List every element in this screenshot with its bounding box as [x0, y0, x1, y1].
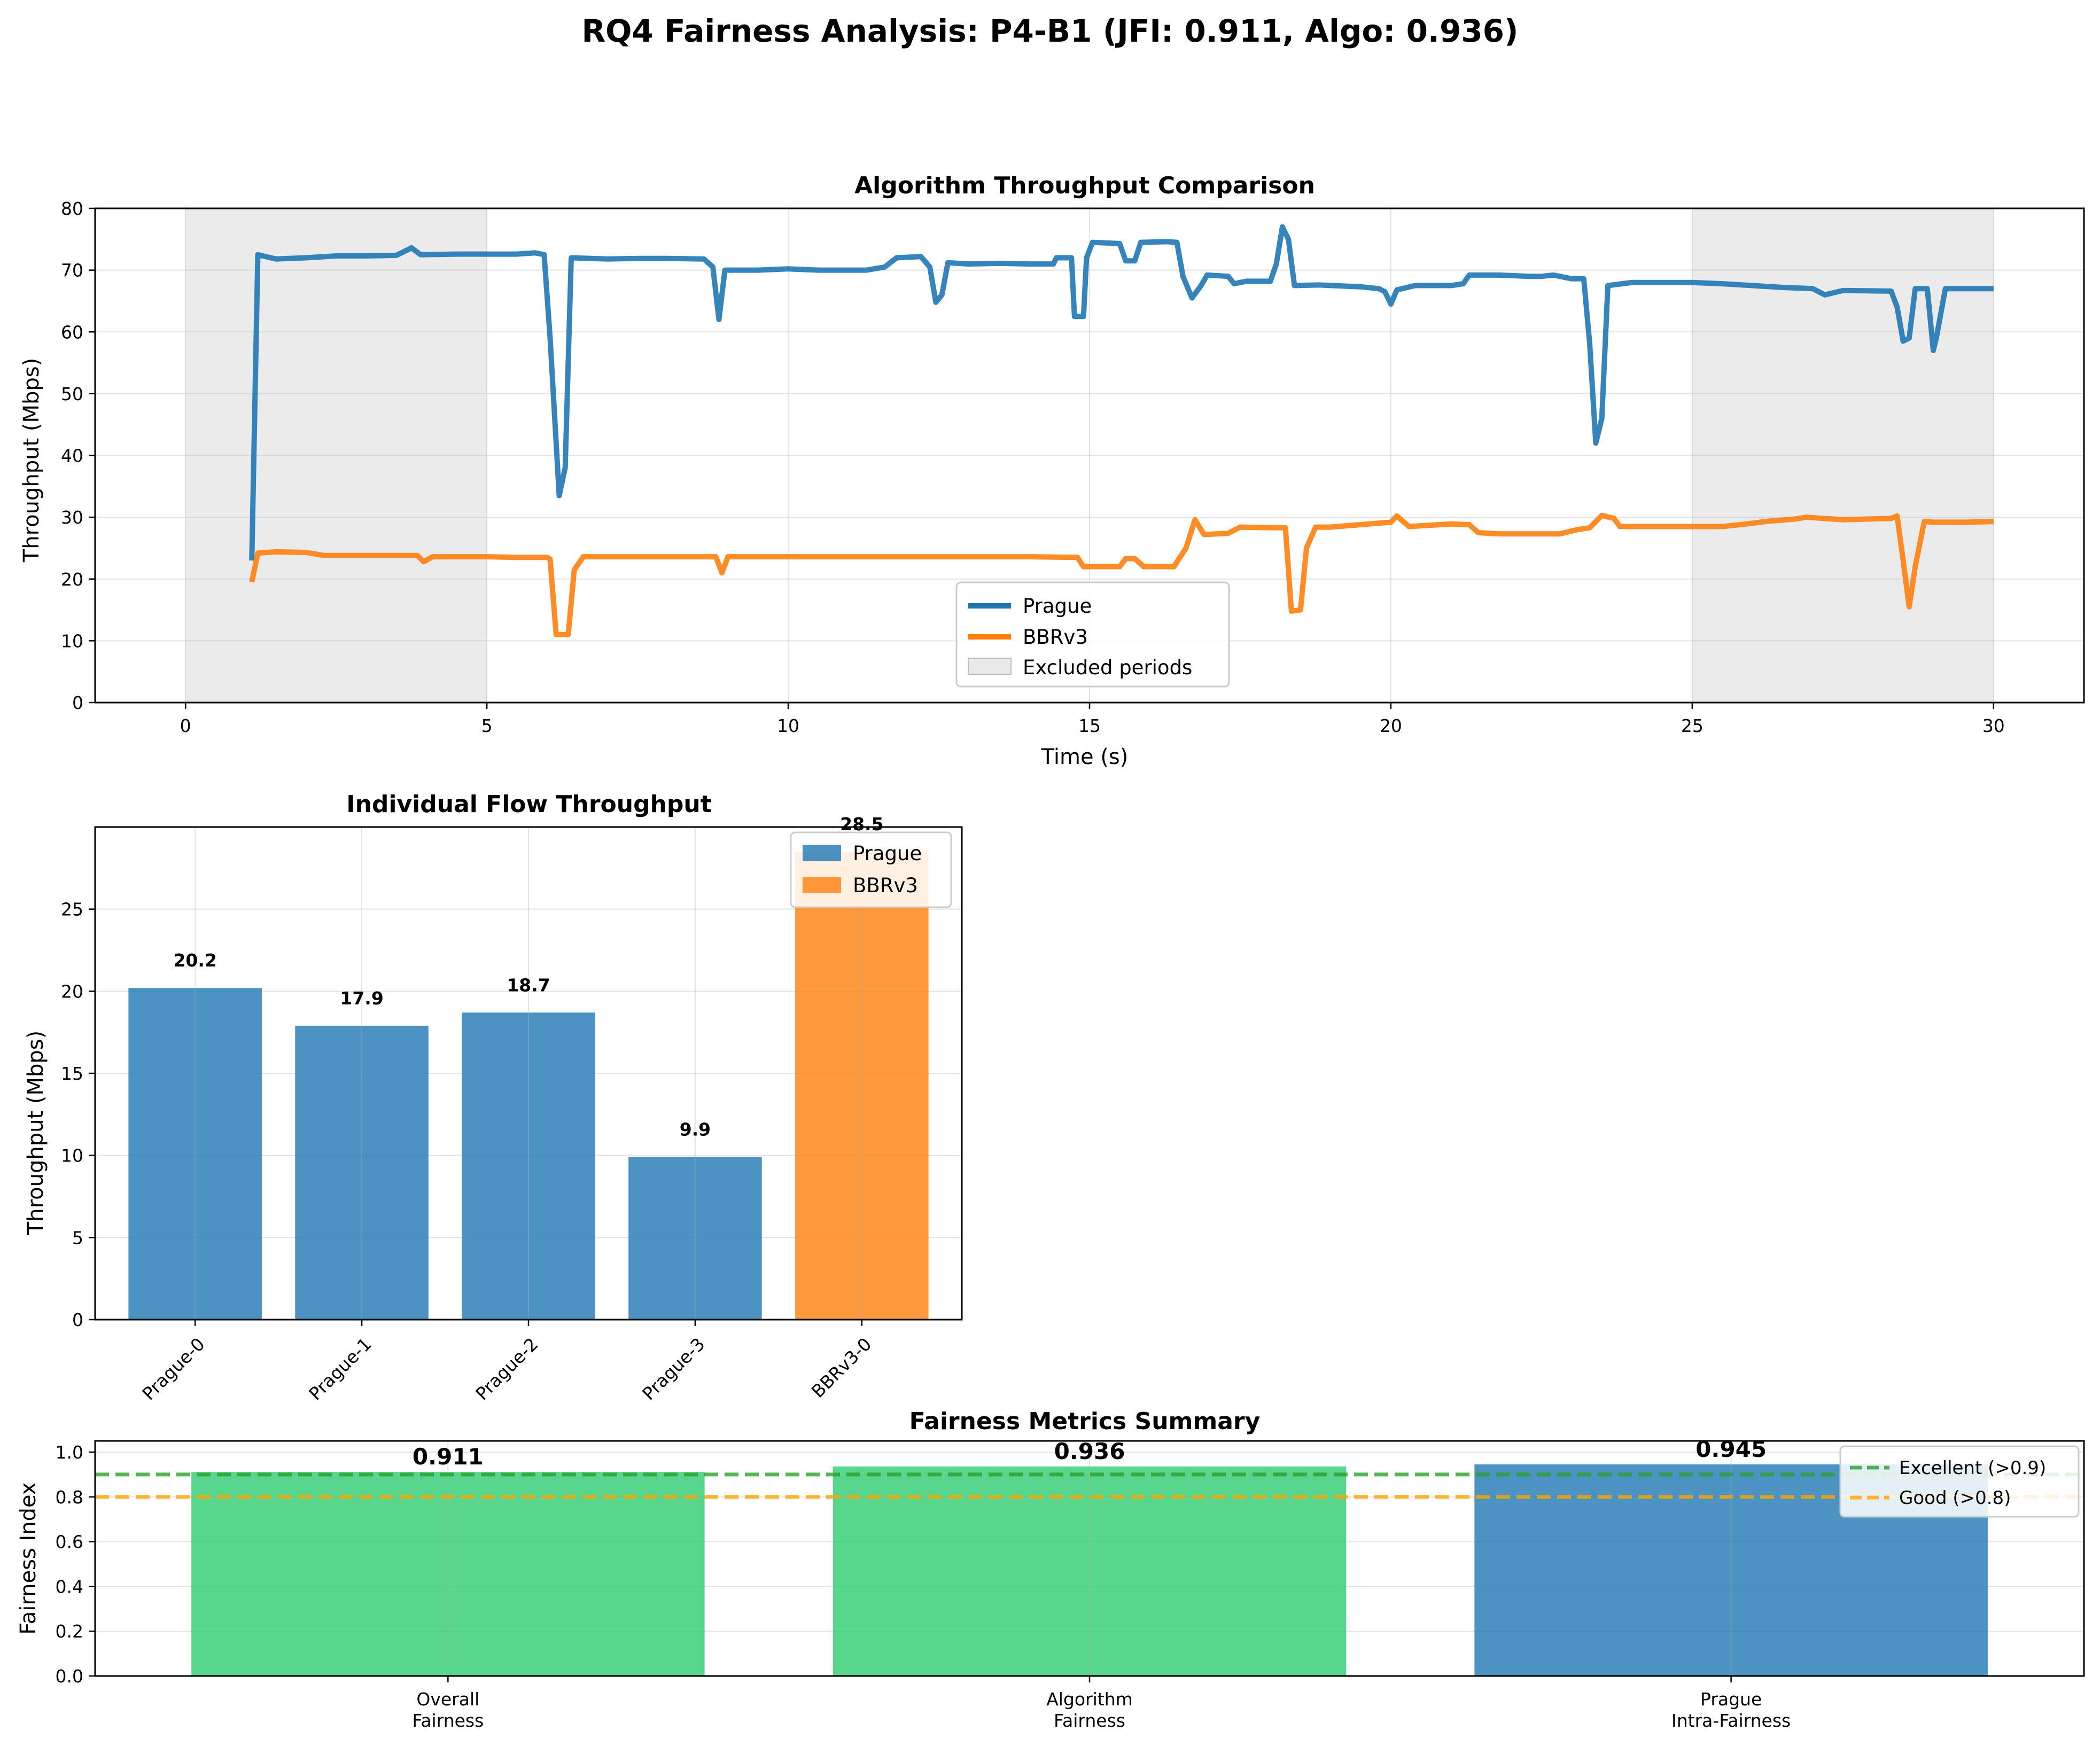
legend-prague-label: Prague [853, 842, 922, 865]
y-tick-label: 60 [61, 322, 83, 342]
fairness-bar-chart: 0.00.20.40.60.81.0 0.911OverallFairness0.… [16, 1408, 2085, 1731]
fairness-chart-plot: 0.00.20.40.60.81.0 0.911OverallFairness0.… [56, 1436, 2085, 1731]
flow-chart-legend: Prague BBRv3 [790, 831, 952, 908]
y-tick-label: 50 [61, 384, 83, 404]
line-chart-ylabel: Throughput (Mbps) [19, 358, 44, 563]
y-tick-label: 0 [72, 692, 83, 713]
bar-value-label: 20.2 [173, 950, 216, 971]
bar-prague-0 [128, 988, 262, 1320]
series-line-prague [249, 224, 1994, 561]
fairness-bar-0 [191, 1472, 705, 1676]
flow-chart-title: Individual Flow Throughput [346, 791, 712, 818]
fairness-chart-title: Fairness Metrics Summary [909, 1408, 1261, 1435]
legend-excluded-label: Excluded periods [1023, 656, 1192, 679]
y-tick-label: 0.8 [56, 1487, 83, 1508]
bar-bbrv3-0 [795, 852, 929, 1320]
bar-prague-1 [295, 1025, 429, 1320]
y-tick-label: 25 [61, 899, 83, 920]
x-tick-label: Prague-3 [638, 1334, 709, 1404]
x-tick-label: 15 [1078, 715, 1101, 736]
line-chart-xlabel: Time (s) [1041, 745, 1129, 769]
x-tick-label: 0 [180, 715, 191, 736]
y-tick-label: 80 [61, 198, 83, 219]
excluded-period-0 [185, 208, 487, 703]
y-tick-label: 0.6 [56, 1532, 83, 1553]
x-tick-label: Prague [1700, 1689, 1762, 1710]
fairness-bar-1 [833, 1466, 1347, 1676]
x-tick-label: 10 [777, 715, 799, 736]
series-line-bbrv3 [249, 512, 1994, 637]
flow-bar-chart: 0 5 10 15 20 25 20.2 Prague-0 17.9 Prague-1 18.7 Pr… [24, 791, 963, 1404]
y-tick-label: 1.0 [56, 1442, 83, 1463]
bar-value-label: 17.9 [340, 988, 383, 1009]
y-tick-label: 10 [61, 1145, 83, 1166]
x-tick-label: BBRv3-0 [807, 1334, 876, 1402]
y-tick-label: 0.4 [56, 1576, 83, 1597]
y-tick-label: 20 [61, 981, 83, 1002]
x-tick-label: Intra-Fairness [1671, 1710, 1791, 1731]
x-tick-label: Algorithm [1046, 1689, 1133, 1710]
plot-frame [94, 1440, 2085, 1677]
y-tick-label: 15 [61, 1063, 83, 1084]
y-tick-label: 30 [61, 507, 83, 528]
x-tick-label: Fairness [412, 1710, 484, 1731]
y-tick-label: 0 [72, 1309, 83, 1330]
y-tick-label: 0.2 [56, 1621, 83, 1642]
bar-value-label: 0.945 [1695, 1436, 1767, 1462]
plot-frame [94, 826, 963, 1321]
legend-prague-label: Prague [1023, 595, 1092, 618]
bar-value-label: 9.9 [680, 1119, 711, 1140]
flow-chart-ylabel: Throughput (Mbps) [24, 1031, 48, 1235]
y-tick-label: 70 [61, 260, 83, 281]
x-tick-label: Prague-1 [305, 1334, 375, 1404]
fairness-chart-ylabel: Fairness Index [16, 1482, 41, 1634]
x-tick-label: Prague-2 [471, 1334, 542, 1404]
legend-excellent-label: Excellent (>0.9) [1899, 1457, 2046, 1479]
x-tick-label: Overall [416, 1689, 479, 1710]
legend-frame [1839, 1445, 2080, 1518]
y-tick-label: 10 [61, 630, 83, 651]
legend-frame [955, 581, 1230, 688]
legend-bbr-label: BBRv3 [1023, 626, 1088, 649]
line-chart-plot: 0 5 10 15 20 25 30 0 10 20 30 40 50 60 70 80 [61, 198, 2085, 736]
throughput-line-chart: 0 5 10 15 20 25 30 0 10 20 30 40 50 60 70 80 Algorithm … [19, 172, 2085, 769]
bar-prague-2 [462, 1012, 595, 1320]
bar-value-label: 0.936 [1054, 1438, 1125, 1464]
legend-prague-swatch [803, 845, 841, 861]
figure-title: RQ4 Fairness Analysis: P4-B1 (JFI: 0.911… [581, 13, 1518, 49]
x-tick-label: 25 [1681, 715, 1704, 736]
x-tick-label: Fairness [1054, 1710, 1125, 1731]
plot-frame [94, 207, 2085, 704]
legend-good-label: Good (>0.8) [1899, 1487, 2011, 1509]
bar-value-label: 28.5 [840, 814, 883, 835]
y-tick-label: 20 [61, 569, 83, 590]
x-tick-label: 5 [481, 715, 493, 736]
bar-value-label: 0.911 [413, 1444, 484, 1470]
legend-bbr-label: BBRv3 [853, 874, 918, 897]
bar-value-label: 18.7 [507, 974, 550, 995]
bar-prague-3 [628, 1157, 762, 1320]
legend-bbr-swatch [803, 877, 841, 893]
y-tick-label: 5 [72, 1227, 83, 1248]
x-tick-label: 30 [1982, 715, 2005, 736]
line-chart-title: Algorithm Throughput Comparison [854, 172, 1315, 199]
legend-excluded-swatch [968, 658, 1012, 675]
x-tick-label: Prague-0 [138, 1334, 208, 1404]
y-tick-label: 40 [61, 446, 83, 466]
y-tick-label: 0.0 [56, 1666, 83, 1687]
x-tick-label: 20 [1380, 715, 1402, 736]
line-chart-legend: Prague BBRv3 Excluded periods [955, 581, 1230, 688]
fairness-chart-legend: Excellent (>0.9) Good (>0.8) [1839, 1445, 2080, 1518]
